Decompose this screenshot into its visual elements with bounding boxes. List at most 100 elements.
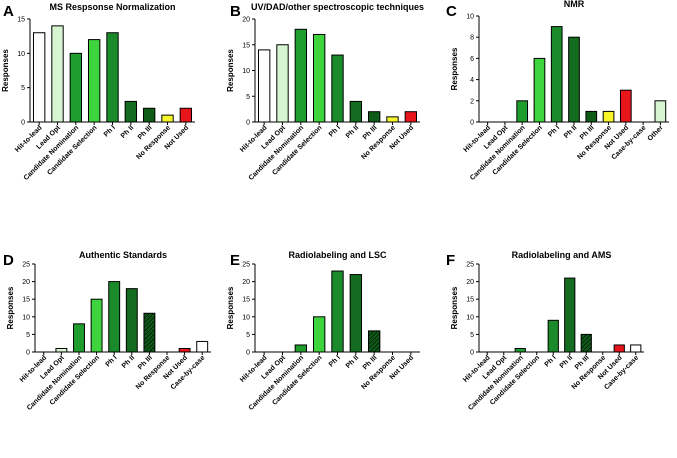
bar-candidate-nomination	[294, 344, 308, 353]
x-category-label: Ph III	[362, 354, 379, 371]
bar-ph-i	[108, 281, 121, 353]
bar-candidate-nomination	[294, 28, 308, 123]
x-category-label: Ph I	[544, 354, 558, 368]
chart-panel-f: F Radiolabeling and AMS Responses 0 5 10 15 20 2…	[446, 250, 644, 412]
chart-title: UV/DAD/other spectroscopic techniques	[251, 2, 424, 12]
x-category-label: Ph II	[563, 124, 578, 139]
bar-ph-i	[547, 319, 559, 353]
panel-letter: F	[446, 252, 455, 269]
chart-title: Radiolabeling and LSC	[288, 250, 387, 260]
bar-no-response	[386, 116, 399, 123]
y-tick-label: 8	[470, 35, 474, 42]
bar-ph-i	[550, 26, 563, 123]
y-tick-label: 10	[242, 314, 250, 321]
y-tick-label: 0	[26, 350, 30, 357]
chart-title: MS Respsonse Normalization	[49, 2, 175, 12]
x-category-label: Ph I	[547, 124, 561, 138]
bar-ph-i	[331, 270, 344, 353]
y-axis-label: Responses	[450, 286, 459, 329]
x-category-label: Ph II	[345, 124, 360, 139]
bar-no-response	[602, 110, 615, 123]
bar-not-used	[613, 344, 625, 353]
bar-ph-iii	[143, 312, 156, 353]
bar-not-used	[619, 89, 632, 123]
y-tick-label: 25	[22, 262, 30, 269]
x-category-label: Ph I	[328, 354, 342, 368]
y-tick-label: 2	[470, 98, 474, 105]
y-tick-label: 0	[21, 120, 25, 127]
y-tick-label: 25	[242, 262, 250, 269]
chart-panel-d: D Authentic StandardsResponses0510152025H…	[3, 250, 211, 412]
x-category-label: Ph I	[328, 124, 342, 138]
y-tick-label: 10	[466, 314, 474, 321]
bar-ph-ii	[349, 274, 363, 353]
y-axis-label: Responses	[226, 286, 235, 329]
y-tick-label: 10	[22, 314, 30, 321]
bar-lead-opt	[276, 44, 289, 123]
bar-case-by-case	[196, 340, 209, 353]
bar-candidate-selection	[533, 57, 546, 123]
chart-title: Authentic Standards	[79, 250, 167, 260]
y-tick-label: 10	[466, 14, 474, 21]
y-tick-label: 20	[242, 279, 250, 286]
bar-lead-opt	[51, 25, 64, 123]
bar-case-by-case	[630, 344, 642, 353]
y-tick-label: 15	[22, 297, 30, 304]
bar-ph-ii	[568, 36, 580, 123]
bar-ph-i	[331, 54, 344, 123]
x-category-label: Ph I	[103, 124, 117, 138]
y-tick-label: 6	[470, 56, 474, 63]
y-tick-label: 10	[242, 68, 250, 75]
y-tick-label: 15	[466, 297, 474, 304]
bar-candidate-nomination	[516, 100, 529, 123]
bar-other	[654, 100, 667, 123]
y-tick-label: 10	[17, 51, 25, 58]
y-tick-label: 0	[470, 350, 474, 357]
bar-candidate-selection	[312, 316, 326, 353]
panel-letter: B	[230, 3, 241, 20]
y-tick-label: 20	[466, 279, 474, 286]
chart-title: NMR	[564, 0, 585, 9]
y-tick-label: 20	[242, 17, 250, 24]
bar-ph-ii	[124, 100, 138, 123]
chart-panel-b: B UV/DAD/other spectroscopic techniques Re…	[226, 2, 424, 182]
bar-ph-i	[106, 32, 119, 123]
bar-candidate-nomination	[514, 347, 526, 353]
x-category-label: Ph II	[559, 354, 574, 369]
x-category-label: Ph III	[362, 124, 379, 141]
y-tick-label: 0	[246, 350, 250, 357]
bar-not-used	[404, 111, 418, 123]
bar-candidate-selection	[312, 33, 326, 123]
bar-ph-iii	[142, 107, 156, 123]
y-tick-label: 0	[246, 120, 250, 127]
bar-ph-iii	[580, 333, 592, 353]
bar-ph-iii	[367, 111, 381, 123]
y-axis-label: Responses	[1, 49, 10, 92]
y-tick-label: 20	[22, 279, 30, 286]
bar-hit-to-lead	[32, 32, 46, 123]
bar-not-used	[178, 347, 191, 353]
chart-title: Radiolabeling and AMS	[512, 250, 612, 260]
bar-not-used	[179, 107, 193, 123]
x-category-label: Other	[647, 124, 665, 142]
y-tick-label: 15	[17, 17, 25, 24]
chart-panel-e: E Radiolabeling and LSC Responses 0 5 10 15 20 2…	[226, 250, 420, 412]
y-tick-label: 5	[246, 94, 250, 101]
bar-no-response	[161, 114, 174, 123]
y-tick-label: 5	[246, 332, 250, 339]
bar-hit-to-lead	[257, 49, 271, 123]
y-tick-label: 15	[242, 297, 250, 304]
bar-ph-ii	[349, 100, 363, 123]
bar-ph-iii	[367, 330, 381, 353]
x-category-label: Ph II	[120, 124, 135, 139]
x-category-label: Ph III	[137, 124, 154, 141]
y-tick-label: 5	[470, 332, 474, 339]
bar-ph-ii	[564, 277, 576, 353]
chart-panel-a: A MS Respsonse Normalization Responses 0 5 10…	[1, 2, 195, 182]
y-tick-label: 0	[470, 120, 474, 127]
y-tick-label: 5	[26, 332, 30, 339]
panel-letter: D	[3, 252, 14, 269]
y-tick-label: 25	[466, 262, 474, 269]
